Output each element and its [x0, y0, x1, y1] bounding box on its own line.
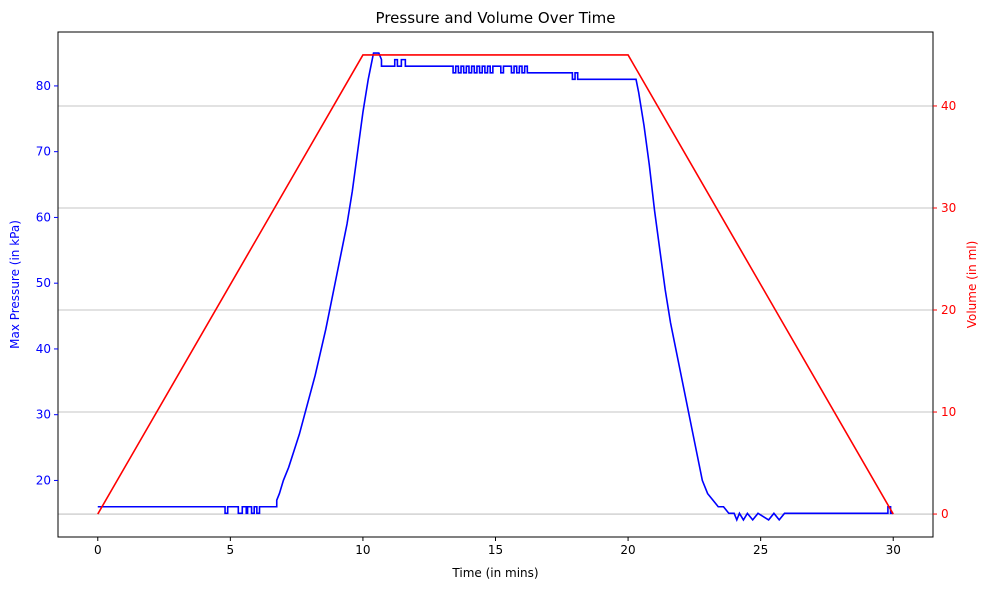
- grid-lines: [58, 105, 933, 515]
- left-tick-label: 20: [36, 473, 51, 487]
- left-tick-label: 60: [36, 210, 51, 224]
- x-axis-label: Time (in mins): [451, 566, 538, 580]
- x-tick-label: 10: [355, 543, 370, 557]
- right-tick-label: 40: [941, 99, 956, 113]
- x-tick-label: 15: [488, 543, 503, 557]
- left-tick-label: 70: [36, 145, 51, 159]
- left-tick-label: 80: [36, 79, 51, 93]
- left-axis-label: Max Pressure (in kPa): [8, 220, 22, 349]
- x-tick-label: 25: [753, 543, 768, 557]
- chart-title: Pressure and Volume Over Time: [376, 9, 616, 27]
- right-tick-label: 0: [941, 507, 949, 521]
- plot-frame: [57, 31, 934, 538]
- right-axis-label: Volume (in ml): [965, 241, 979, 329]
- x-tick-label: 0: [94, 543, 102, 557]
- x-tick-label: 30: [886, 543, 901, 557]
- right-tick-label: 20: [941, 303, 956, 317]
- left-tick-label: 50: [36, 276, 51, 290]
- x-tick-label: 5: [227, 543, 235, 557]
- volume-series-line: [97, 54, 894, 515]
- right-axis-ticks: 0 10 20 30 40: [933, 99, 956, 521]
- left-tick-label: 40: [36, 342, 51, 356]
- pressure-series-line: [97, 52, 894, 523]
- right-tick-label: 30: [941, 201, 956, 215]
- plot-series: [97, 52, 894, 523]
- left-axis-ticks: 20 30 40 50 60 70 80: [36, 79, 58, 487]
- x-tick-label: 20: [620, 543, 635, 557]
- left-tick-label: 30: [36, 408, 51, 422]
- x-axis-ticks: 0 5 10 15 20 25 30: [94, 537, 901, 557]
- right-tick-label: 10: [941, 405, 956, 419]
